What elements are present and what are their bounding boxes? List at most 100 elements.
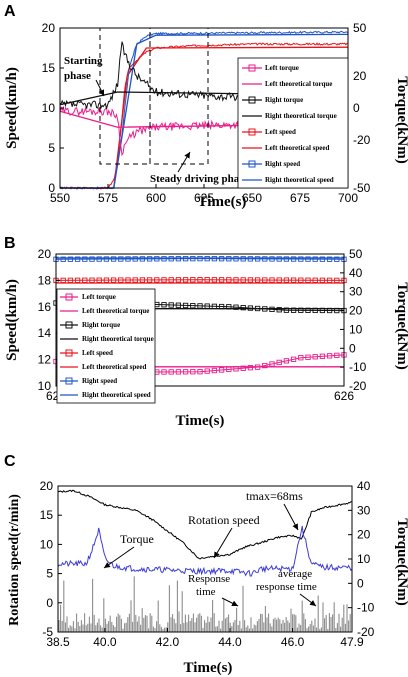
- panel-b-series-right-speed-marker: [334, 256, 340, 262]
- steady-phase-box: [149, 27, 209, 165]
- panel-b-series-right-speed-marker: [182, 256, 189, 262]
- panel-b-series-right-speed-marker: [89, 256, 95, 262]
- panel-b-y2tick-label: 50: [349, 247, 363, 261]
- panel-c-ticks: 38.5 40.0 42.0 44.0 46.0 47.9 -5 0 5 10 15 20 -20 -10…: [40, 479, 375, 649]
- legend-b-item: Right theoretical torque: [60, 335, 154, 343]
- panel-b-series-right-torque-marker: [240, 304, 246, 311]
- panel-b-series-left-torque-marker: [262, 362, 268, 369]
- panel-b-y2tick-label: -10: [349, 360, 367, 374]
- panel-b-frame: [55, 253, 345, 387]
- panel-b-series-left-speed-marker: [139, 277, 146, 283]
- panel-b-series-left-speed-marker: [110, 277, 117, 283]
- legend-a-item: Right torque: [242, 96, 303, 104]
- panel-b-series-right-speed-marker: [125, 256, 131, 262]
- panel-b-series-left-torque-marker: [161, 369, 167, 375]
- annotation-response-time: Response time: [188, 573, 233, 598]
- rotation-speed-arrow: [213, 527, 233, 559]
- panel-b-series-right-speed-marker: [319, 256, 326, 262]
- panel-b-series-left-speed-marker: [283, 277, 290, 283]
- legend-b-right-theoretical-torque: Right theoretical torque: [82, 335, 154, 343]
- panel-b-series-right-speed-marker: [74, 256, 81, 262]
- legend-b-item: Left torque: [60, 293, 116, 301]
- panel-c-y2tick-label: -20: [357, 625, 375, 639]
- panel-c-ytick-label: 15: [40, 508, 54, 522]
- panel-b-series-right-torque-marker: [276, 307, 282, 313]
- legend-a-left-theoretical-torque: Left theoretical torque: [265, 80, 332, 88]
- legend-b-item: Left theoretical speed: [60, 363, 147, 371]
- panel-a-xtick-label: 625: [194, 191, 214, 205]
- panel-b-series-left-speed-marker: [276, 277, 282, 283]
- panel-c-y2tick-label: 20: [357, 528, 371, 542]
- panel-c-y2tick-label: 0: [357, 576, 364, 590]
- annotation-starting-phase-line2: phase: [64, 70, 91, 82]
- panel-a-ytick-label: 15: [42, 61, 56, 75]
- legend-a-right-speed: Right speed: [265, 160, 300, 168]
- panel-b-series-right-torque-marker: [161, 302, 167, 308]
- panel-b-series-left-speed-marker: [190, 277, 196, 283]
- panel-b-series-right-torque-marker: [233, 304, 239, 310]
- annotation-rotation-speed: Rotation speed: [188, 513, 260, 527]
- panel-b-series-left-torque-marker: [218, 367, 225, 373]
- annotation-average-response-time: average response time: [256, 568, 317, 593]
- annotation-steady-phase: Steady driving phase: [150, 173, 249, 185]
- panel-b-series-left-speed-marker: [182, 277, 189, 283]
- panel-b-series-right-speed-marker: [96, 256, 102, 262]
- panel-a-xlabel: Time(s): [198, 194, 247, 210]
- panel-a-ylabel: Speed(km/h): [4, 67, 20, 149]
- panel-b-series-left-torque-marker: [312, 354, 318, 360]
- panel-b-y2tick-label: 40: [349, 266, 363, 280]
- panel-b-y2tick-label: 20: [349, 304, 363, 318]
- panel-a-xtick-label: 575: [98, 191, 118, 205]
- panel-b-ytick-label: 14: [38, 326, 52, 340]
- legend-a-item: Left torque: [242, 64, 299, 72]
- panel-a-legend: Left torque Left theoretical torque Righ…: [237, 57, 349, 189]
- legend-a-left-speed: Left speed: [265, 128, 296, 136]
- panel-b-series-left-torque-marker: [204, 368, 210, 374]
- panel-a-ytick-label: 20: [42, 21, 56, 35]
- panel-b-series-right-speed-marker: [312, 256, 318, 262]
- panel-a-y2tick-label: 20: [353, 69, 367, 83]
- panel-b-y2tick-label: 10: [349, 322, 363, 336]
- panel-b-series-right-speed-marker: [146, 256, 153, 262]
- panel-b-y2tick-label: 30: [349, 285, 363, 299]
- panel-c-response-bars: [58, 576, 351, 632]
- panel-b-series-left-torque-marker: [276, 359, 282, 366]
- panel-b-series-left-torque-marker: [247, 365, 254, 371]
- response-time-arrow: [221, 597, 239, 607]
- panel-c-xtick-label: 46.0: [281, 635, 305, 649]
- panel-b-ytick-label: 18: [38, 273, 52, 287]
- panel-c: C 38.5 40.0 42.0 44.0 46.0 47.9 -5 0 5 10 15 20 -20 -…: [4, 453, 408, 676]
- panel-c-y2label: Torque(kNm): [394, 518, 408, 606]
- panel-a-y2tick-label: -50: [353, 181, 371, 195]
- panel-a-legend-box: [237, 57, 349, 189]
- panel-b-series-left-speed-marker: [218, 277, 225, 283]
- panel-c-xtick-label: 38.5: [46, 635, 70, 649]
- panel-b-series-right-speed-marker: [132, 256, 138, 262]
- legend-a-item: Right theoretical speed: [242, 176, 334, 184]
- panel-b-series-left-speed-marker: [197, 277, 203, 283]
- panel-b-ytick-label: 16: [38, 300, 52, 314]
- legend-a-item: Left speed: [242, 128, 296, 136]
- panel-b-y2tick-label: 0: [349, 341, 356, 355]
- legend-a-right-torque: Right torque: [265, 96, 303, 104]
- panel-a-xtick-label: 675: [290, 191, 310, 205]
- panel-a-xtick-label: 700: [338, 191, 358, 205]
- legend-a-left-theoretical-speed: Left theoretical speed: [265, 144, 330, 152]
- legend-a-item: Left theoretical torque: [242, 80, 332, 88]
- panel-b-series-right-speed-marker: [247, 256, 254, 262]
- panel-c-y2tick-label: 40: [357, 479, 371, 493]
- panel-b-series-right-speed-marker: [254, 256, 261, 262]
- panel-b-series-right-speed-marker: [283, 256, 290, 262]
- panel-b-series-left-torque-marker: [211, 367, 218, 374]
- panel-b-series-left-speed-marker: [226, 277, 232, 283]
- panel-b-series-right-speed-marker: [168, 256, 174, 262]
- panel-b-series-left-torque-marker: [290, 356, 297, 362]
- panel-b-series-right-speed-marker: [226, 256, 232, 262]
- legend-b-left-theoretical-speed: Left theoretical speed: [82, 363, 147, 371]
- panel-c-ytick-label: 5: [46, 567, 53, 581]
- panel-c-ytick-label: -5: [42, 625, 53, 639]
- panel-b-series-right-torque-marker: [283, 307, 290, 313]
- panel-b-series-left-speed-marker: [269, 277, 275, 283]
